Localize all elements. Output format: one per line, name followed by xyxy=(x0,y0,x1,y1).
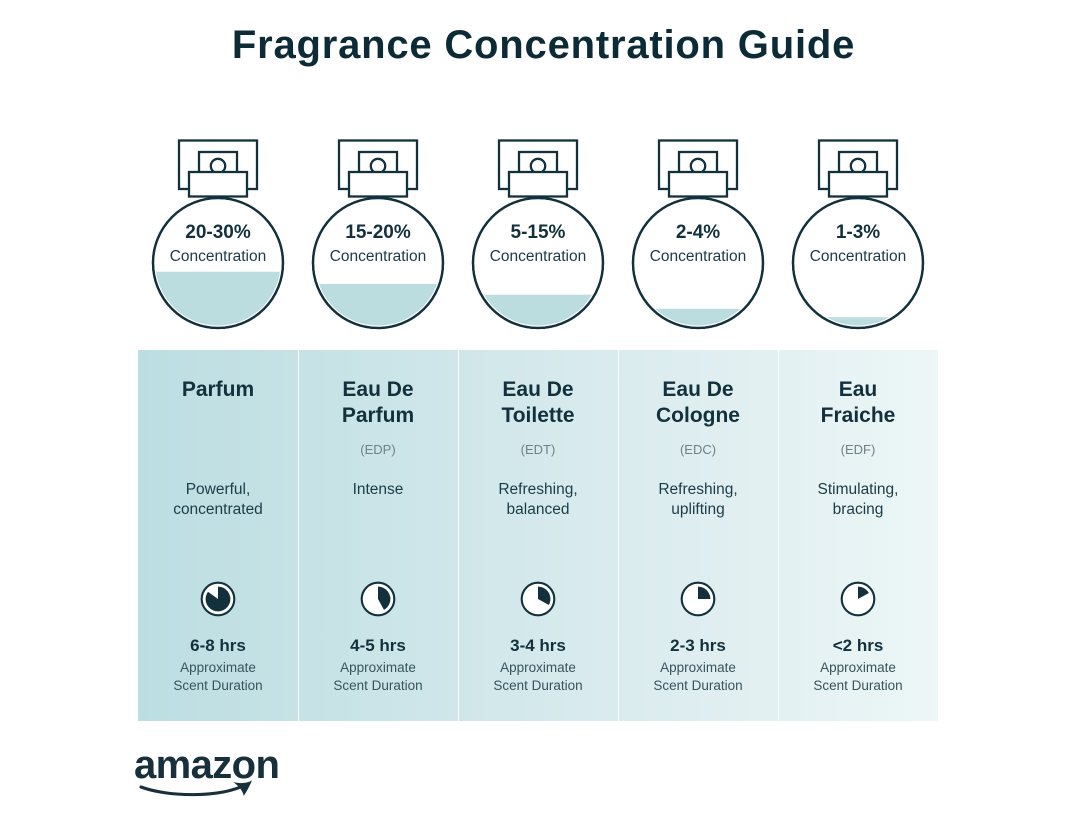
svg-text:2-4%: 2-4% xyxy=(676,222,720,243)
svg-text:Concentration: Concentration xyxy=(170,248,267,265)
svg-text:5-15%: 5-15% xyxy=(511,222,566,243)
svg-text:Concentration: Concentration xyxy=(490,248,587,265)
svg-text:Concentration: Concentration xyxy=(810,248,907,265)
svg-text:1-3%: 1-3% xyxy=(836,222,880,243)
svg-text:20-30%: 20-30% xyxy=(185,222,251,243)
svg-text:amazon: amazon xyxy=(134,743,279,787)
svg-text:Concentration: Concentration xyxy=(650,248,747,265)
svg-text:15-20%: 15-20% xyxy=(345,222,411,243)
svg-text:Concentration: Concentration xyxy=(330,248,427,265)
